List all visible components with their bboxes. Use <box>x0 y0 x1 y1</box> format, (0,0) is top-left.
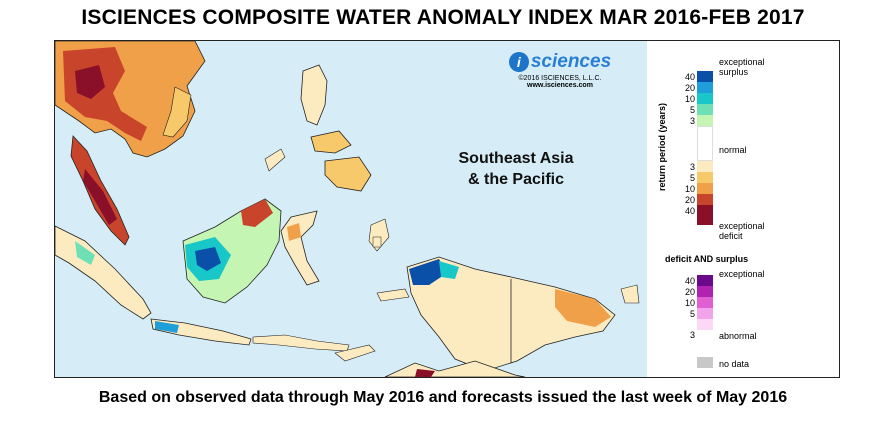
borneo-surplus-core <box>195 247 221 271</box>
brand-url[interactable]: www.isciences.com <box>527 82 593 89</box>
tick-deficit-3: 3 <box>689 162 695 172</box>
swatch-deficit-10 <box>697 183 713 194</box>
legend-both-title: deficit AND surplus <box>665 254 749 264</box>
tick-surplus-5: 5 <box>689 105 695 115</box>
swatch-both-3 <box>697 319 713 330</box>
tick-both-10: 10 <box>684 298 695 308</box>
sumatra <box>55 225 152 320</box>
map-frame: i sciences ©2016 ISCIENCES, L.L.C. www.i… <box>54 40 840 378</box>
legend-both-bottom: abnormal <box>719 331 757 341</box>
return-period-axis-title: return period (years) <box>657 102 667 191</box>
indochina-deficit-exceptional <box>75 65 105 99</box>
tick-deficit-40: 40 <box>684 206 695 216</box>
small-island-1 <box>372 236 382 248</box>
vietnam-coast <box>162 86 192 138</box>
brand-name: sciences <box>530 51 612 72</box>
australia-deficit <box>415 369 435 377</box>
new-guinea-deficit <box>555 289 611 327</box>
copyright-text: ©2016 ISCIENCES, L.L.C. <box>518 75 602 82</box>
legend-both-top: exceptional <box>719 269 765 279</box>
tick-both-40: 40 <box>684 276 695 286</box>
region-label: Southeast Asia & the Pacific <box>451 148 581 190</box>
java-surplus <box>155 321 179 333</box>
footer-note: Based on observed data through May 2016 … <box>98 389 788 406</box>
timor <box>334 344 376 362</box>
region-label-line2: & the Pacific <box>467 171 565 188</box>
legend: return period (years) exceptional surplu… <box>647 41 839 377</box>
sumatra-surplus <box>75 241 95 265</box>
swatch-surplus-40 <box>697 71 713 82</box>
swatch-normal <box>697 126 713 161</box>
new-guinea-surplus <box>409 259 447 285</box>
visayas <box>310 130 352 154</box>
map-graphic <box>55 41 640 377</box>
tick-deficit-20: 20 <box>684 195 695 205</box>
swatch-deficit-40 <box>697 205 713 225</box>
swatch-surplus-20 <box>697 82 713 93</box>
swatch-surplus-3 <box>697 115 713 126</box>
tick-surplus-3: 3 <box>689 116 695 126</box>
tick-surplus-40: 40 <box>684 72 695 82</box>
tick-surplus-10: 10 <box>684 94 695 104</box>
legend-no-data: no data <box>719 359 750 369</box>
swatch-no-data <box>697 357 713 368</box>
bismarck-island <box>620 284 640 304</box>
luzon <box>300 64 328 126</box>
anomaly-map: i sciences ©2016 ISCIENCES, L.L.C. www.i… <box>55 41 647 377</box>
swatch-both-20 <box>697 286 713 297</box>
legend-deficit-bottom: deficit <box>719 231 743 241</box>
swatch-deficit-20 <box>697 194 713 205</box>
map-title: ISCIENCES COMPOSITE WATER ANOMALY INDEX … <box>81 6 805 29</box>
tick-both-20: 20 <box>684 287 695 297</box>
legend-surplus-top: exceptional <box>719 57 765 67</box>
swatch-deficit-5 <box>697 172 713 183</box>
tick-deficit-10: 10 <box>684 184 695 194</box>
sulawesi <box>280 210 320 286</box>
tick-deficit-5: 5 <box>689 173 695 183</box>
legend-surplus-bottom: surplus <box>719 67 749 77</box>
tick-both-3: 3 <box>689 330 695 340</box>
seram <box>376 288 410 302</box>
new-guinea-surplus-ring <box>439 261 459 279</box>
swatch-surplus-10 <box>697 93 713 104</box>
isciences-brand: i sciences ©2016 ISCIENCES, L.L.C. www.i… <box>495 51 625 89</box>
region-label-line1: Southeast Asia <box>458 150 574 167</box>
palawan <box>264 148 286 172</box>
borneo-north-deficit <box>241 199 273 227</box>
swatch-both-40 <box>697 275 713 286</box>
peninsula-exceptional <box>83 169 117 225</box>
legend-deficit-top: exceptional <box>719 221 765 231</box>
lesser-sundas <box>252 334 350 352</box>
mindanao <box>324 156 372 192</box>
isciences-logo-icon: i <box>508 52 529 72</box>
tick-surplus-20: 20 <box>684 83 695 93</box>
swatch-surplus-5 <box>697 104 713 115</box>
swatch-both-5 <box>697 308 713 319</box>
legend-normal: normal <box>719 145 747 155</box>
swatch-both-10 <box>697 297 713 308</box>
sulawesi-spot <box>287 223 301 241</box>
swatch-deficit-3 <box>697 161 713 172</box>
tick-both-5: 5 <box>689 309 695 319</box>
